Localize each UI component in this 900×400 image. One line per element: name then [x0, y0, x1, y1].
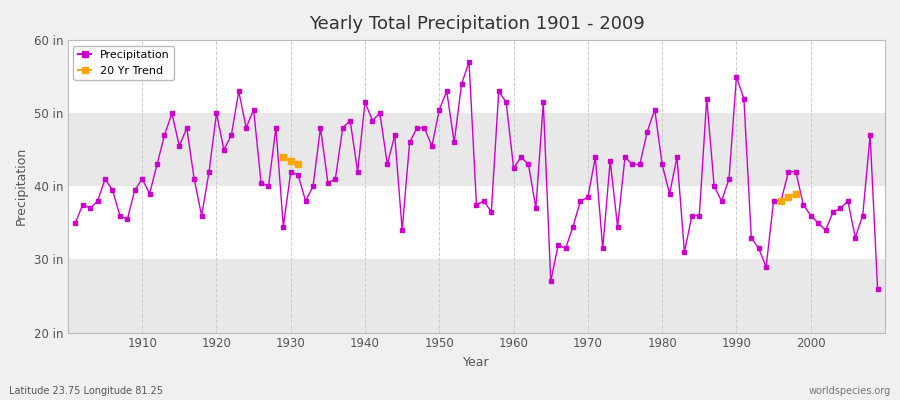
Precipitation: [292, 173, 303, 178]
Text: Latitude 23.75 Longitude 81.25: Latitude 23.75 Longitude 81.25: [9, 386, 163, 396]
Bar: [68, 260, 885, 332]
Precipitation: [338, 126, 348, 130]
Bar: [68, 113, 885, 186]
Precipitation: [508, 166, 519, 170]
Legend: Precipitation, 20 Yr Trend: Precipitation, 20 Yr Trend: [74, 46, 175, 80]
Title: Yearly Total Precipitation 1901 - 2009: Yearly Total Precipitation 1901 - 2009: [309, 15, 644, 33]
Precipitation: [130, 188, 140, 192]
Precipitation: [516, 155, 526, 160]
Bar: [68, 40, 885, 113]
Precipitation: [872, 286, 883, 291]
Bar: [68, 186, 885, 260]
Precipitation: [464, 60, 474, 64]
X-axis label: Year: Year: [464, 356, 490, 369]
Precipitation: [605, 158, 616, 163]
Precipitation: [70, 220, 81, 225]
Text: worldspecies.org: worldspecies.org: [809, 386, 891, 396]
Y-axis label: Precipitation: Precipitation: [15, 147, 28, 226]
Line: Precipitation: Precipitation: [74, 60, 879, 290]
